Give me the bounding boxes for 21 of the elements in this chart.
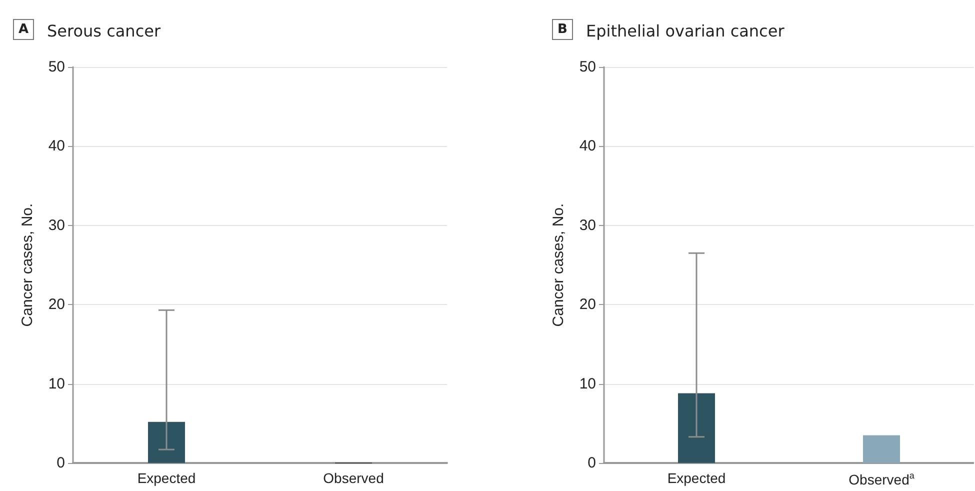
x-tick-label: Expected (137, 470, 196, 486)
y-tick-label: 50 (579, 58, 596, 76)
y-tick-label: 30 (579, 216, 596, 234)
y-tick-label: 10 (48, 375, 65, 392)
y-tick-label: 20 (48, 296, 65, 314)
chart-title: Epithelial ovarian cancer (586, 22, 785, 40)
y-tick-label: 40 (48, 138, 65, 155)
y-tick-label: 10 (579, 375, 596, 392)
y-tick-label: 50 (48, 58, 65, 76)
text: B (558, 22, 568, 37)
y-tick-label: 0 (588, 454, 596, 472)
x-tick-label: Observed (323, 470, 384, 486)
x-tick-label: Expected (667, 470, 726, 486)
y-tick-label: 0 (56, 454, 65, 472)
chart-title: Serous cancer (47, 22, 161, 40)
y-axis-title: Cancer cases, No. (19, 203, 36, 327)
text: A (18, 22, 29, 37)
y-tick-label: 30 (48, 216, 65, 234)
y-axis-title: Cancer cases, No. (550, 203, 567, 327)
y-tick-label: 20 (579, 296, 596, 314)
y-tick-label: 40 (579, 138, 596, 155)
